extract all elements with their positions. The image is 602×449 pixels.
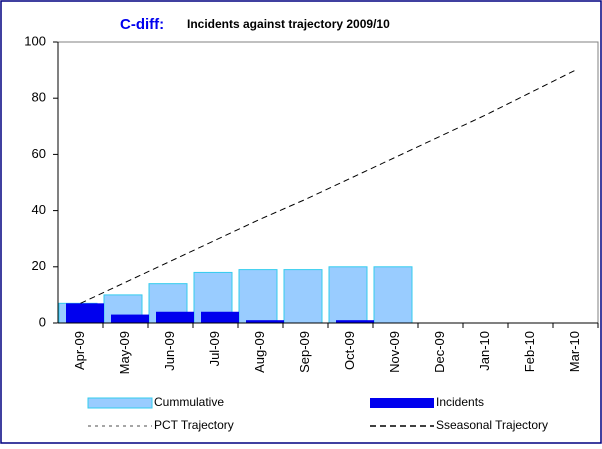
y-tick-label: 60	[32, 146, 46, 161]
legend-label: Incidents	[436, 395, 484, 409]
trajectory-line	[80, 69, 576, 304]
x-tick-label: Aug-09	[252, 331, 267, 373]
legend-swatch	[370, 398, 434, 408]
x-tick-label: Feb-10	[522, 331, 537, 372]
bar	[283, 269, 323, 324]
y-tick-label: 0	[39, 314, 46, 329]
x-tick-label: Sep-09	[297, 331, 312, 373]
x-tick-label: Mar-10	[567, 331, 582, 372]
bar	[66, 303, 104, 323]
bar	[201, 311, 239, 323]
chart-title-prefix: C-diff:	[120, 16, 164, 33]
bar	[246, 320, 284, 323]
legend-swatch	[87, 397, 153, 409]
y-tick-label: 80	[32, 90, 46, 105]
x-tick-label: Nov-09	[387, 331, 402, 373]
y-tick-label: 100	[24, 33, 46, 48]
legend-label: PCT Trajectory	[154, 418, 234, 432]
x-tick-label: Dec-09	[432, 331, 447, 373]
y-tick-label: 40	[32, 202, 46, 217]
x-tick-label: Jul-09	[207, 331, 222, 366]
bar	[373, 266, 413, 324]
x-tick-label: May-09	[117, 331, 132, 374]
bar	[336, 320, 374, 323]
x-tick-label: Oct-09	[342, 331, 357, 370]
x-tick-label: Apr-09	[72, 331, 87, 370]
legend-label: Cummulative	[154, 395, 224, 409]
bar	[111, 314, 149, 323]
bar	[156, 311, 194, 323]
legend-label: Sseasonal Trajectory	[436, 418, 548, 432]
y-tick-label: 20	[32, 258, 46, 273]
x-tick-label: Jun-09	[162, 331, 177, 371]
chart-title: Incidents against trajectory 2009/10	[187, 17, 390, 31]
bar	[328, 266, 368, 324]
bar	[238, 269, 278, 324]
x-tick-label: Jan-10	[477, 331, 492, 371]
